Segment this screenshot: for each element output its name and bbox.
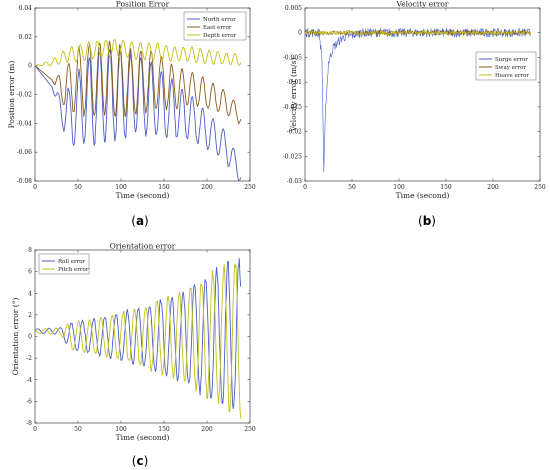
y-tick-label: -4 xyxy=(26,377,32,384)
series-line-surge-error xyxy=(305,27,531,173)
panel-caption-letter: a xyxy=(136,214,144,228)
x-tick-label: 0 xyxy=(303,184,307,191)
x-tick-label: 250 xyxy=(244,184,256,191)
x-axis-label: Time (second) xyxy=(116,191,170,200)
legend: Roll error Pitch error xyxy=(38,253,90,275)
y-tick-label: -0.02 xyxy=(17,92,33,99)
series-line-depth-error xyxy=(35,39,242,67)
y-axis-label: Orientation error (°) xyxy=(11,298,20,376)
x-tick-label: 100 xyxy=(115,426,127,433)
x-tick-label: 100 xyxy=(115,184,127,191)
legend-box xyxy=(183,11,247,41)
x-axis-label: Time (second) xyxy=(116,433,170,442)
series-group xyxy=(35,39,242,181)
legend-label: Surge error xyxy=(495,57,528,63)
x-tick-label: 150 xyxy=(440,184,452,191)
legend-label: Pitch error xyxy=(58,267,89,273)
series-group xyxy=(305,27,531,173)
x-tick-label: 50 xyxy=(74,426,82,433)
y-tick-label: -0.015 xyxy=(283,104,302,111)
y-tick-label: -0.04 xyxy=(17,120,33,127)
y-tick-label: 6 xyxy=(28,269,32,276)
y-tick-label: -0.03 xyxy=(287,178,303,185)
chart-title: Velocity error xyxy=(395,0,448,9)
y-tick-label: -8 xyxy=(26,420,32,427)
panel-caption: (c) xyxy=(132,454,149,468)
x-tick-label: 150 xyxy=(158,184,170,191)
panel-caption: (a) xyxy=(131,214,148,228)
y-tick-label: -0.01 xyxy=(287,79,302,86)
y-tick-label: 0.04 xyxy=(19,5,33,12)
chart-title: Position Error xyxy=(116,0,170,9)
x-tick-label: 50 xyxy=(74,184,82,191)
legend-label: East error xyxy=(203,25,232,31)
panel-caption-letter: c xyxy=(136,454,143,468)
y-tick-label: 0 xyxy=(298,30,302,37)
panel-velocity-error: Velocity error Time (second) Velocity erro… xyxy=(283,0,546,228)
y-tick-label: 0.02 xyxy=(19,34,33,41)
legend-label: Roll error xyxy=(58,259,86,265)
y-tick-label: -0.025 xyxy=(283,153,302,160)
x-axis-label: Time (second) xyxy=(396,191,450,200)
x-tick-label: 200 xyxy=(487,184,499,191)
y-axis-label: Velocity error (m/s) xyxy=(289,58,298,133)
y-tick-label: 2 xyxy=(28,312,32,319)
y-tick-label: -0.02 xyxy=(287,129,303,136)
x-tick-label: 0 xyxy=(33,184,37,191)
panel-caption: (b) xyxy=(418,214,436,228)
x-tick-label: 250 xyxy=(244,426,256,433)
legend: North error East error Depth error xyxy=(183,11,247,41)
panel-caption-letter: b xyxy=(423,214,432,228)
series-line-heave-error xyxy=(305,30,531,36)
y-tick-label: 0 xyxy=(28,63,32,70)
legend-label: Sway error xyxy=(495,65,526,71)
y-tick-label: -0.06 xyxy=(17,149,33,156)
x-tick-label: 50 xyxy=(348,184,356,191)
y-tick-label: -0.08 xyxy=(17,178,33,185)
y-tick-label: -0.005 xyxy=(283,54,302,61)
series-line-pitch-error xyxy=(35,263,242,419)
x-tick-label: 250 xyxy=(534,184,546,191)
y-tick-label: 0.005 xyxy=(285,5,302,12)
y-tick-label: -6 xyxy=(26,398,32,405)
chart-title: Orientation error xyxy=(110,242,176,251)
x-tick-label: 0 xyxy=(33,426,37,433)
series-line-north-error xyxy=(35,49,242,181)
x-tick-label: 200 xyxy=(201,184,213,191)
legend-label: Depth error xyxy=(203,33,237,39)
series-group xyxy=(35,257,242,419)
panel-orientation-error: Orientation error Time (second) Orientatio… xyxy=(11,242,256,469)
y-axis-label: Position error (m) xyxy=(7,61,16,129)
panel-position-error: Position Error Time (second) Position erro… xyxy=(7,0,256,228)
legend-label: North error xyxy=(203,17,236,23)
series-line-east-error xyxy=(35,40,242,124)
y-tick-label: 0 xyxy=(28,334,32,341)
plot-frame xyxy=(304,7,541,182)
y-tick-label: -2 xyxy=(26,355,32,362)
x-tick-label: 150 xyxy=(158,426,170,433)
y-tick-label: 8 xyxy=(28,247,32,254)
legend-label: Heave error xyxy=(495,73,529,79)
x-tick-label: 200 xyxy=(201,426,213,433)
y-tick-label: 4 xyxy=(28,290,32,297)
legend: Surge error Sway error Heave error xyxy=(475,51,537,81)
x-tick-label: 100 xyxy=(393,184,405,191)
